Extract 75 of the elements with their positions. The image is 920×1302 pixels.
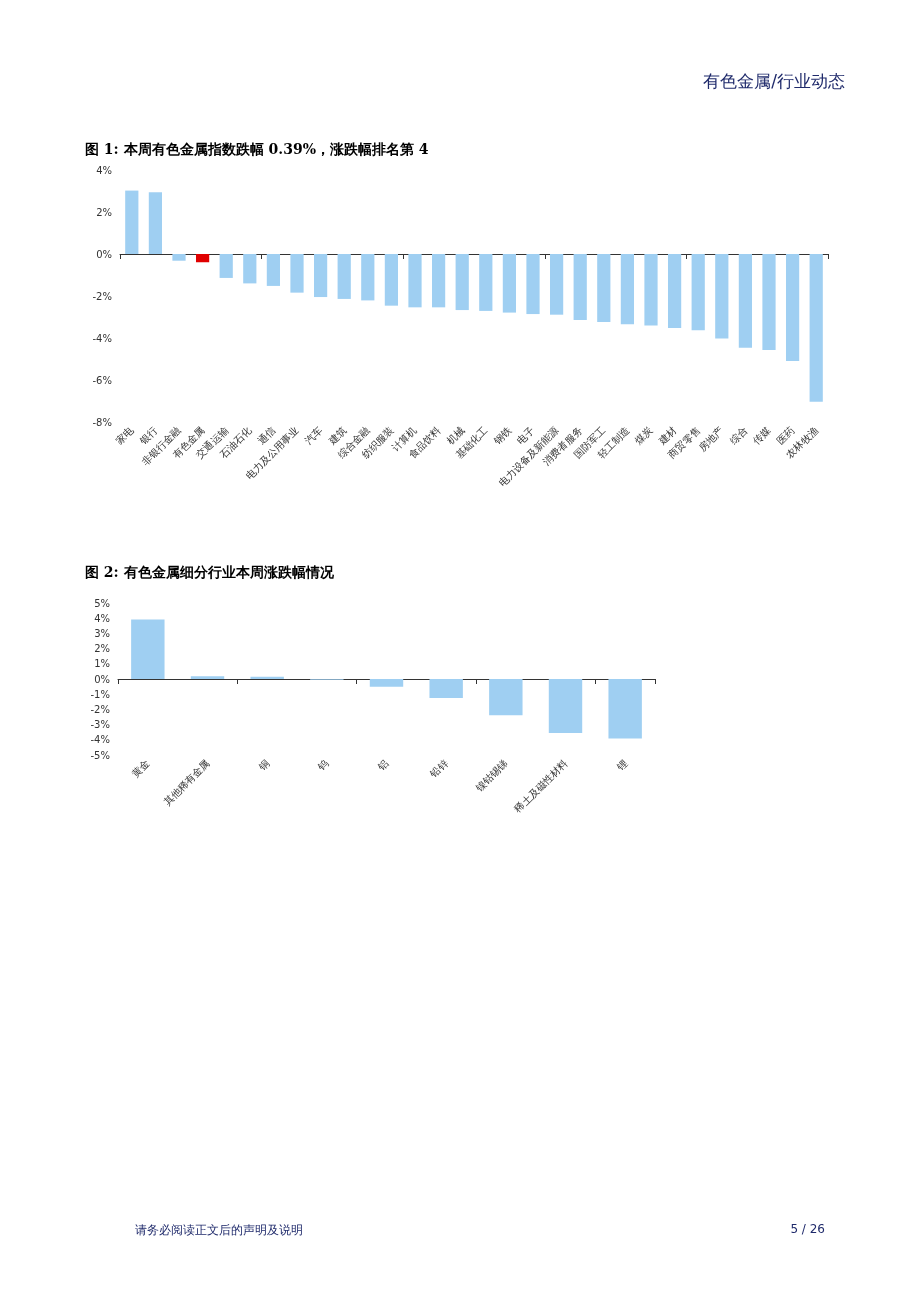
x-tick-label: 铝 [374,757,391,773]
x-tick-label: 煤炭 [632,424,655,447]
bar [431,254,446,308]
bar [715,254,729,339]
chart-title: 图 2: 有色金属细分行业本周涨跌幅情况 [85,564,335,580]
y-tick-label: -3% [90,719,110,731]
y-tick-label: 4% [94,612,110,624]
x-tick-label: 铜 [255,757,272,773]
bar [408,254,422,308]
y-tick-label: -8% [92,416,112,428]
bar [597,254,611,323]
bar [266,254,281,286]
x-tick-label: 传媒 [750,424,773,447]
y-tick-label: 5% [94,597,110,609]
x-tick-label: 综合 [727,424,750,447]
bar [809,254,823,402]
bar [369,679,404,687]
bar [620,254,635,325]
y-tick-label: 2% [96,206,112,218]
y-tick-label: -6% [92,374,112,386]
x-tick-label: 其他稀有金属 [161,757,212,808]
x-tick-label: 黄金 [129,757,152,780]
text: 5 / 26 [790,1222,825,1236]
bar [337,254,351,299]
bar [455,254,469,311]
y-tick-label: -2% [90,703,110,715]
bar [502,254,517,313]
bar [667,254,682,328]
text: 有色金属/行业动态 [703,70,845,93]
bar [489,679,523,716]
x-tick-label: 钢铁 [490,424,514,447]
text: 请务必阅读正文后的声明及说明 [135,1222,303,1239]
x-tick-label: 汽车 [302,424,325,447]
x-tick-label: 锂 [613,757,630,773]
x-tick-label: 稀土及磁性材料 [512,757,570,815]
bar [219,254,233,278]
bar [526,254,540,315]
y-tick-label: 1% [94,658,110,670]
bar [573,254,587,320]
bar [361,254,375,301]
bar [429,679,463,698]
bar [190,676,225,679]
bar [384,254,399,306]
bar [479,254,493,311]
y-tick-label: 2% [94,643,110,655]
x-tick-label: 钨 [315,757,331,773]
bar [738,254,753,348]
x-tick-label: 家电 [113,424,136,447]
bar [290,254,304,293]
y-tick-label: 3% [94,627,110,639]
bar [548,679,583,734]
y-tick-label: 0% [96,248,112,260]
bar [172,254,186,261]
bar [644,254,658,326]
bar [762,254,776,350]
bar [785,254,800,362]
y-tick-label: -2% [92,290,112,302]
y-tick-label: 4% [96,164,112,176]
y-tick-label: 0% [94,673,110,685]
chart-title: 图 1: 本周有色金属指数跌幅 0.39%，涨跌幅排名第 4 [85,141,429,157]
x-tick-label: 铅锌 [427,757,451,780]
y-tick-label: -5% [90,749,110,761]
x-tick-label: 镍钴锡锑 [472,757,510,794]
bar [195,254,210,263]
bar [243,254,257,284]
bar [125,190,139,254]
y-tick-label: -1% [90,688,110,700]
bar [131,619,165,679]
bar [549,254,564,315]
bar [691,254,705,331]
y-tick-label: -4% [90,734,110,746]
bar [608,679,642,739]
bar [148,192,163,254]
bar [313,254,328,298]
y-tick-label: -4% [92,332,112,344]
